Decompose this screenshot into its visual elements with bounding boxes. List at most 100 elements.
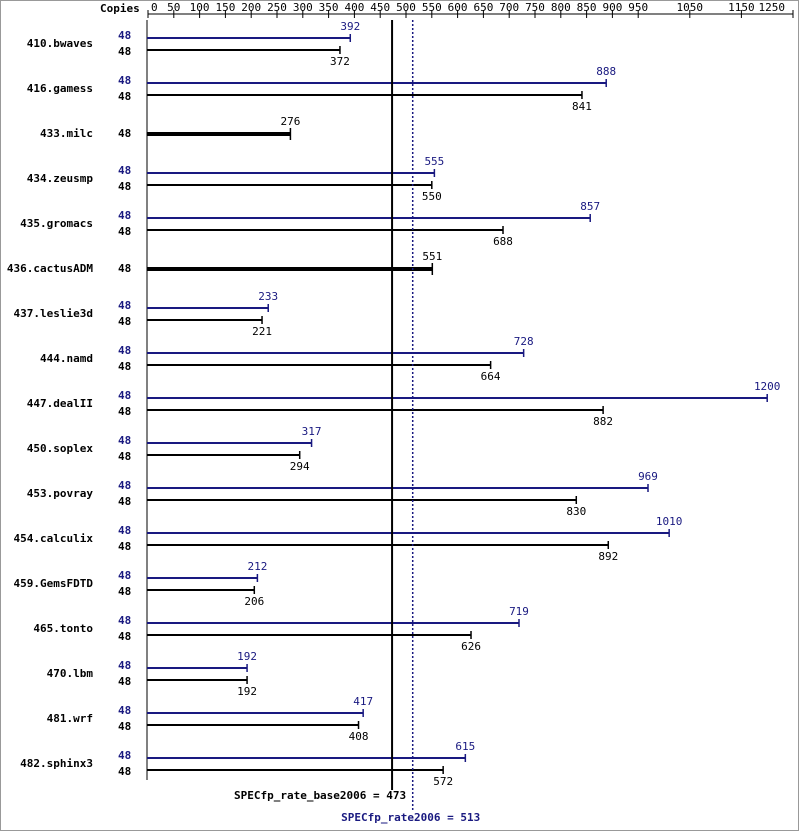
value-label: 392 <box>340 20 360 33</box>
value-label: 192 <box>237 650 257 663</box>
copies-label: 48 <box>118 630 131 643</box>
copies-label: 48 <box>118 299 131 312</box>
x-tick-label: 350 <box>319 1 339 14</box>
value-label: 550 <box>422 190 442 203</box>
copies-label: 48 <box>118 127 131 140</box>
copies-label: 48 <box>118 209 131 222</box>
benchmark-label: 482.sphinx3 <box>20 757 93 770</box>
x-tick-label: 800 <box>551 1 571 14</box>
copies-label: 48 <box>118 614 131 627</box>
copies-label: 48 <box>118 479 131 492</box>
x-tick-label: 100 <box>190 1 210 14</box>
x-tick-label: 850 <box>577 1 597 14</box>
copies-header: Copies <box>100 2 140 15</box>
copies-label: 48 <box>118 720 131 733</box>
benchmark-label: 453.povray <box>27 487 94 500</box>
benchmark-label: 416.gamess <box>27 82 93 95</box>
x-tick-label: 300 <box>293 1 313 14</box>
value-label: 555 <box>424 155 444 168</box>
x-tick-label: 550 <box>422 1 442 14</box>
value-label: 276 <box>280 115 300 128</box>
copies-label: 48 <box>118 225 131 238</box>
copies-label: 48 <box>118 765 131 778</box>
x-tick-label: 750 <box>525 1 545 14</box>
copies-label: 48 <box>118 360 131 373</box>
copies-label: 48 <box>118 344 131 357</box>
value-label: 626 <box>461 640 481 653</box>
x-tick-label: 500 <box>396 1 416 14</box>
value-label: 688 <box>493 235 513 248</box>
copies-label: 48 <box>118 262 131 275</box>
benchmark-label: 454.calculix <box>14 532 94 545</box>
value-label: 728 <box>514 335 534 348</box>
value-label: 719 <box>509 605 529 618</box>
copies-label: 48 <box>118 45 131 58</box>
value-label: 841 <box>572 100 592 113</box>
copies-label: 48 <box>118 540 131 553</box>
x-tick-label: 200 <box>241 1 261 14</box>
benchmark-label: 481.wrf <box>47 712 93 725</box>
x-tick-label: 150 <box>215 1 235 14</box>
value-label: 551 <box>422 250 442 263</box>
value-label: 572 <box>433 775 453 788</box>
peak-line-label: SPECfp_rate2006 = 513 <box>341 811 480 824</box>
x-tick-label: 900 <box>602 1 622 14</box>
x-tick-label: 50 <box>167 1 180 14</box>
copies-label: 48 <box>118 495 131 508</box>
copies-label: 48 <box>118 389 131 402</box>
value-label: 969 <box>638 470 658 483</box>
copies-label: 48 <box>118 90 131 103</box>
benchmark-label: 436.cactusADM <box>7 262 93 275</box>
copies-label: 48 <box>118 675 131 688</box>
value-label: 372 <box>330 55 350 68</box>
x-tick-label: 0 <box>151 1 158 14</box>
value-label: 294 <box>290 460 310 473</box>
benchmark-label: 410.bwaves <box>27 37 93 50</box>
copies-label: 48 <box>118 585 131 598</box>
x-tick-label: 700 <box>499 1 519 14</box>
value-label: 664 <box>481 370 501 383</box>
value-label: 233 <box>258 290 278 303</box>
copies-label: 48 <box>118 164 131 177</box>
value-label: 830 <box>566 505 586 518</box>
benchmark-label: 470.lbm <box>47 667 94 680</box>
x-tick-label: 1050 <box>677 1 704 14</box>
copies-label: 48 <box>118 405 131 418</box>
copies-label: 48 <box>118 524 131 537</box>
x-tick-label: 250 <box>267 1 287 14</box>
copies-label: 48 <box>118 29 131 42</box>
benchmark-label: 435.gromacs <box>20 217 93 230</box>
x-tick-label: 1150 <box>728 1 755 14</box>
copies-label: 48 <box>118 659 131 672</box>
value-label: 206 <box>244 595 264 608</box>
benchmark-label: 459.GemsFDTD <box>14 577 94 590</box>
value-label: 317 <box>302 425 322 438</box>
copies-label: 48 <box>118 434 131 447</box>
value-label: 1010 <box>656 515 683 528</box>
copies-label: 48 <box>118 74 131 87</box>
value-label: 615 <box>455 740 475 753</box>
value-label: 888 <box>596 65 616 78</box>
copies-label: 48 <box>118 749 131 762</box>
copies-label: 48 <box>118 315 131 328</box>
x-tick-label: 1250 <box>759 1 786 14</box>
benchmark-label: 447.dealII <box>27 397 93 410</box>
x-tick-label: 650 <box>473 1 493 14</box>
copies-label: 48 <box>118 704 131 717</box>
value-label: 892 <box>598 550 618 563</box>
benchmark-label: 434.zeusmp <box>27 172 94 185</box>
value-label: 221 <box>252 325 272 338</box>
copies-label: 48 <box>118 569 131 582</box>
copies-label: 48 <box>118 180 131 193</box>
benchmark-label: 444.namd <box>40 352 93 365</box>
x-tick-label: 950 <box>628 1 648 14</box>
value-label: 1200 <box>754 380 781 393</box>
x-tick-label: 400 <box>344 1 364 14</box>
value-label: 192 <box>237 685 257 698</box>
copies-label: 48 <box>118 450 131 463</box>
base-line-label: SPECfp_rate_base2006 = 473 <box>234 789 406 802</box>
benchmark-label: 433.milc <box>40 127 93 140</box>
value-label: 882 <box>593 415 613 428</box>
